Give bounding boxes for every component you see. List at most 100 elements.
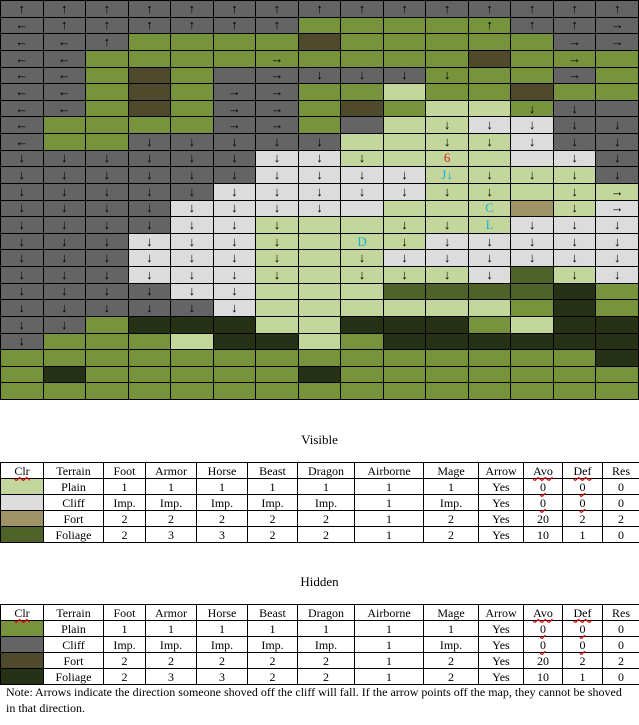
map-cell: ↓ xyxy=(212,266,257,284)
map-cell xyxy=(340,83,384,101)
map-cell: ← xyxy=(0,83,44,101)
table-cell: Imp. xyxy=(103,494,146,511)
column-header: Dragon xyxy=(297,604,355,621)
map-cell xyxy=(42,116,87,134)
map-cell: ↑ xyxy=(552,0,597,18)
table-cell: Imp. xyxy=(423,636,479,653)
map-cell xyxy=(595,299,639,317)
map-cell: ↓ xyxy=(340,166,384,184)
map-cell xyxy=(510,282,554,301)
map-cell xyxy=(42,349,87,367)
map-cell: ↓ xyxy=(42,216,87,234)
map-cell: ↑ xyxy=(297,0,342,18)
map-cell xyxy=(340,99,384,118)
map-cell xyxy=(297,282,342,301)
map-cell: ↓ xyxy=(0,249,44,267)
map-cell: ↓ xyxy=(170,282,214,301)
column-header: Horse xyxy=(196,604,248,621)
table-cell: 2 xyxy=(196,652,248,669)
map-cell: ↓ xyxy=(297,199,342,218)
map-cell: ↓ xyxy=(0,166,44,184)
map-cell: → xyxy=(255,49,299,68)
table-cell: 0 xyxy=(602,526,639,543)
map-cell: → xyxy=(255,99,299,118)
map-cell xyxy=(170,66,214,85)
map-cell xyxy=(255,33,299,51)
map-row: ↓ xyxy=(0,332,639,351)
map-cell xyxy=(510,182,554,201)
map-cell: ↓ xyxy=(595,232,639,251)
map-cell xyxy=(127,349,172,367)
map-cell: ↓ xyxy=(212,299,257,317)
map-cell xyxy=(425,315,469,334)
map-cell: ↓ xyxy=(127,282,172,301)
table-cell: 1 xyxy=(196,620,248,637)
table-cell: Imp. xyxy=(145,636,197,653)
map-cell: → xyxy=(595,182,639,201)
column-header: Res xyxy=(602,604,639,621)
map-cell: ↓ xyxy=(85,199,129,218)
map-cell: ↓ xyxy=(552,232,597,251)
table-cell: 0 xyxy=(562,494,603,511)
map-cell: ↓ xyxy=(510,99,554,118)
table-cell: Imp. xyxy=(196,636,248,653)
table-cell: Imp. xyxy=(196,494,248,511)
map-cell: ↓ xyxy=(170,133,214,151)
map-cell: ↓ xyxy=(255,266,299,284)
map-cell xyxy=(425,365,469,384)
table-cell: 2 xyxy=(145,510,197,527)
map-cell: ↓ xyxy=(552,133,597,151)
table-cell: 2 xyxy=(423,652,479,669)
map-cell: ↓ xyxy=(85,282,129,301)
map-cell xyxy=(595,66,639,85)
map-cell: ↑ xyxy=(170,16,214,35)
table-cell: 2 xyxy=(602,652,639,669)
map-cell: ↓ xyxy=(85,216,129,234)
table-row: Cliff Imp. Imp. Imp. Imp. Imp. 1 Imp. Yes 0 0 0 xyxy=(0,636,639,653)
table-cell: 2 xyxy=(423,510,479,527)
map-cell xyxy=(170,365,214,384)
map-cell: ↑ xyxy=(425,0,469,18)
table-cell: 0 xyxy=(523,478,563,495)
map-row: ← ← ↑ → → xyxy=(0,33,639,51)
map-cell xyxy=(552,332,597,351)
map-cell xyxy=(85,133,129,151)
map-cell xyxy=(85,382,129,400)
map-cell xyxy=(510,33,554,51)
map-cell xyxy=(467,282,512,301)
column-header: Mage xyxy=(423,462,479,479)
table-cell: Yes xyxy=(478,478,524,495)
map-cell xyxy=(42,365,87,384)
map-cell xyxy=(510,299,554,317)
map-cell: ← xyxy=(0,49,44,68)
table-cell: 1 xyxy=(354,510,424,527)
map-cell: ↓ xyxy=(510,133,554,151)
table-cell: 1 xyxy=(247,478,298,495)
map-cell xyxy=(255,332,299,351)
terrain-color-swatch xyxy=(0,636,44,653)
map-cell xyxy=(382,199,427,218)
table-cell: 1 xyxy=(103,620,146,637)
table-cell: 1 xyxy=(354,478,424,495)
map-cell xyxy=(425,99,469,118)
map-cell xyxy=(170,83,214,101)
map-cell xyxy=(85,49,129,68)
map-cell xyxy=(552,282,597,301)
map-cell: ↓ xyxy=(595,249,639,267)
column-header: Airborne xyxy=(354,604,424,621)
map-cell xyxy=(382,16,427,35)
map-cell xyxy=(340,382,384,400)
terrain-color-swatch xyxy=(0,652,44,669)
table-cell: 2 xyxy=(103,510,146,527)
terrain-color-swatch xyxy=(0,526,44,543)
table-cell: 2 xyxy=(602,510,639,527)
map-cell: ↓ xyxy=(382,166,427,184)
map-row: ← ← → → xyxy=(0,83,639,101)
map-cell xyxy=(170,315,214,334)
map-cell: ↑ xyxy=(170,0,214,18)
map-cell xyxy=(510,83,554,101)
column-header: Airborne xyxy=(354,462,424,479)
map-cell xyxy=(467,299,512,317)
map-cell xyxy=(382,349,427,367)
map-cell: ↓ xyxy=(467,182,512,201)
